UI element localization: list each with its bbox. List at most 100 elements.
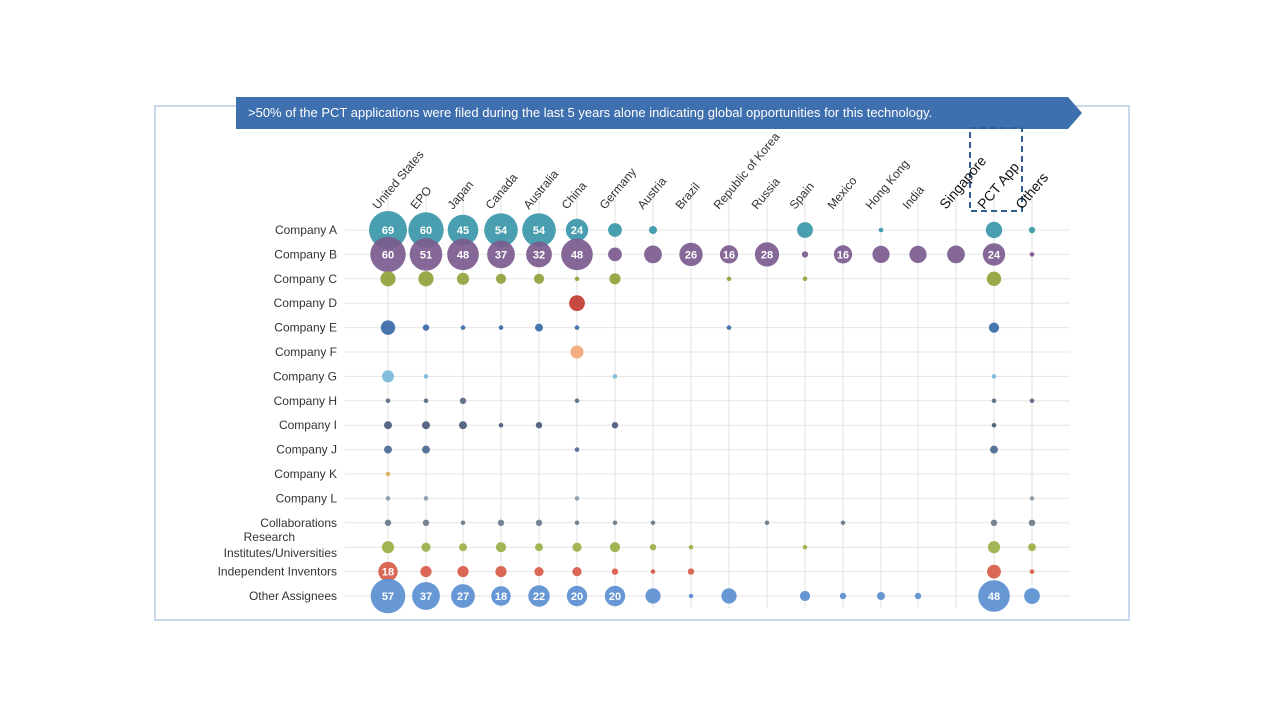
bubble [651,569,656,574]
bubble [841,521,846,526]
bubble [802,251,808,257]
bubble [495,566,506,577]
bubble [420,566,431,577]
bubble [572,567,581,576]
bubble [727,277,732,282]
bubble [461,325,466,330]
column-label: Canada [483,170,521,211]
column-label: China [559,179,590,212]
bubble [457,566,468,577]
bubble [608,223,622,237]
bubble [384,421,392,429]
bubble [797,222,813,238]
row-label: Company I [279,418,337,432]
bubble [457,273,469,285]
bubble-value-label: 16 [723,249,735,261]
bubble [650,544,656,550]
row-label: Research [244,530,295,544]
row-label: Company K [274,467,337,481]
bubble [992,423,997,428]
bubble [575,447,580,452]
column-label: India [900,183,928,212]
bubble [496,274,506,284]
bubble-value-label: 18 [382,567,394,579]
bubble-value-label: 24 [571,225,584,237]
bubble-value-label: 57 [382,591,394,603]
bubble [418,271,433,286]
row-label: Institutes/Universities [224,546,337,560]
row-label: Company E [274,321,337,335]
bubble [612,568,618,574]
bubble [572,543,581,552]
bubble [382,541,394,553]
bubble [381,320,395,334]
bubble-value-label: 20 [609,591,621,603]
bubble [424,374,429,379]
bubble-value-label: 54 [495,225,508,237]
bubble [575,277,580,282]
bubble-value-label: 18 [495,591,507,603]
bubble [992,374,997,379]
bubble [608,248,622,262]
bubble [986,222,1002,238]
bubble-value-label: 22 [533,591,545,603]
bubble [1029,227,1035,233]
row-label: Collaborations [260,516,337,530]
bubble [382,370,394,382]
column-label: Republic of Korea [711,130,783,212]
row-label: Other Assignees [249,589,337,603]
bubble [535,543,543,551]
bubble [1028,543,1036,551]
bubble [498,520,504,526]
bubble-chart: United StatesEPOJapanCanadaAustraliaChin… [0,0,1280,720]
bubble [987,272,1001,286]
row-label: Company H [274,394,337,408]
bubble-value-label: 69 [382,225,394,237]
bubble [988,541,1000,553]
bubble-value-label: 48 [571,249,583,261]
bubble [534,274,544,284]
bubble [803,545,808,550]
bubble [879,228,884,233]
bubble [1030,569,1035,574]
bubble [651,521,656,526]
bubble [721,588,736,603]
column-label: Spain [787,179,817,212]
bubble-value-label: 51 [420,249,432,261]
bubble [987,565,1001,579]
bubble [947,246,965,264]
bubble [424,399,429,404]
bubble [535,324,543,332]
bubble [1030,252,1035,257]
bubble [421,543,430,552]
bubble [569,295,585,311]
column-label: Brazil [673,180,703,212]
row-label: Company J [276,443,337,457]
column-label: Mexico [825,174,860,212]
bubble [423,324,429,330]
bubble [460,398,466,404]
bubble [612,422,618,428]
bubble [645,588,660,603]
bubble [380,271,395,286]
bubble [424,496,429,501]
bubble [1029,520,1035,526]
bubble [575,521,580,526]
bubble [534,567,543,576]
bubble [499,423,504,428]
bubble [386,496,391,501]
bubble [459,421,467,429]
column-label: Germany [597,165,639,212]
bubble [991,520,997,526]
bubble [422,446,430,454]
row-label: Company D [274,296,338,310]
bubble [765,521,770,526]
bubble [499,325,504,330]
bubble-value-label: 37 [420,591,432,603]
bubble [990,446,998,454]
bubble [689,594,694,599]
bubble [915,593,921,599]
bubble [496,542,506,552]
column-label: Japan [445,178,477,212]
bubble [727,325,732,330]
